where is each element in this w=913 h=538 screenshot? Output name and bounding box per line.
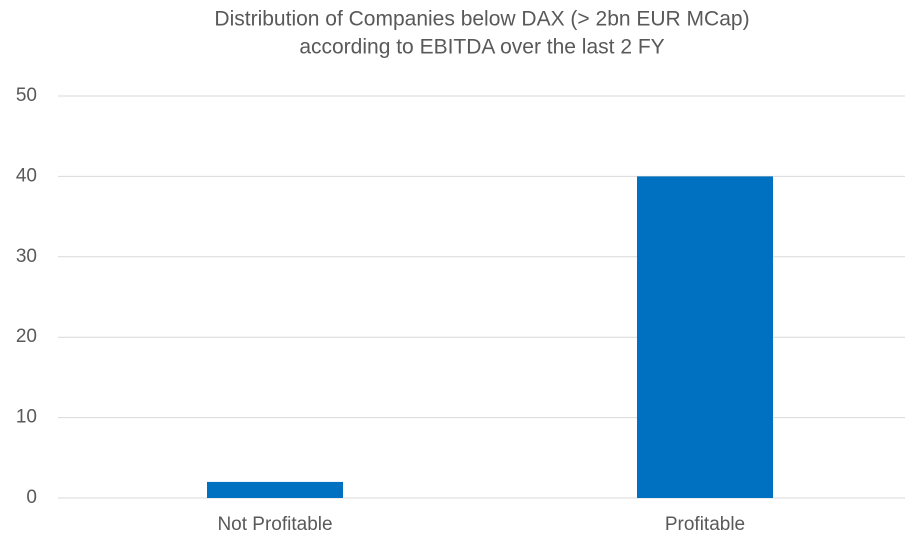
y-tick-label: 20 xyxy=(16,326,37,347)
chart-title: according to EBITDA over the last 2 FY xyxy=(299,36,664,59)
x-tick-label: Profitable xyxy=(665,514,745,535)
y-tick-label: 0 xyxy=(26,487,37,508)
y-tick-label: 30 xyxy=(16,246,37,267)
y-tick-label: 40 xyxy=(16,165,37,186)
y-tick-label: 50 xyxy=(16,85,37,106)
x-tick-label: Not Profitable xyxy=(217,514,332,535)
bar xyxy=(637,176,773,498)
chart-title: Distribution of Companies below DAX (> 2… xyxy=(214,8,749,31)
bar xyxy=(207,481,343,498)
y-tick-label: 10 xyxy=(16,407,37,428)
